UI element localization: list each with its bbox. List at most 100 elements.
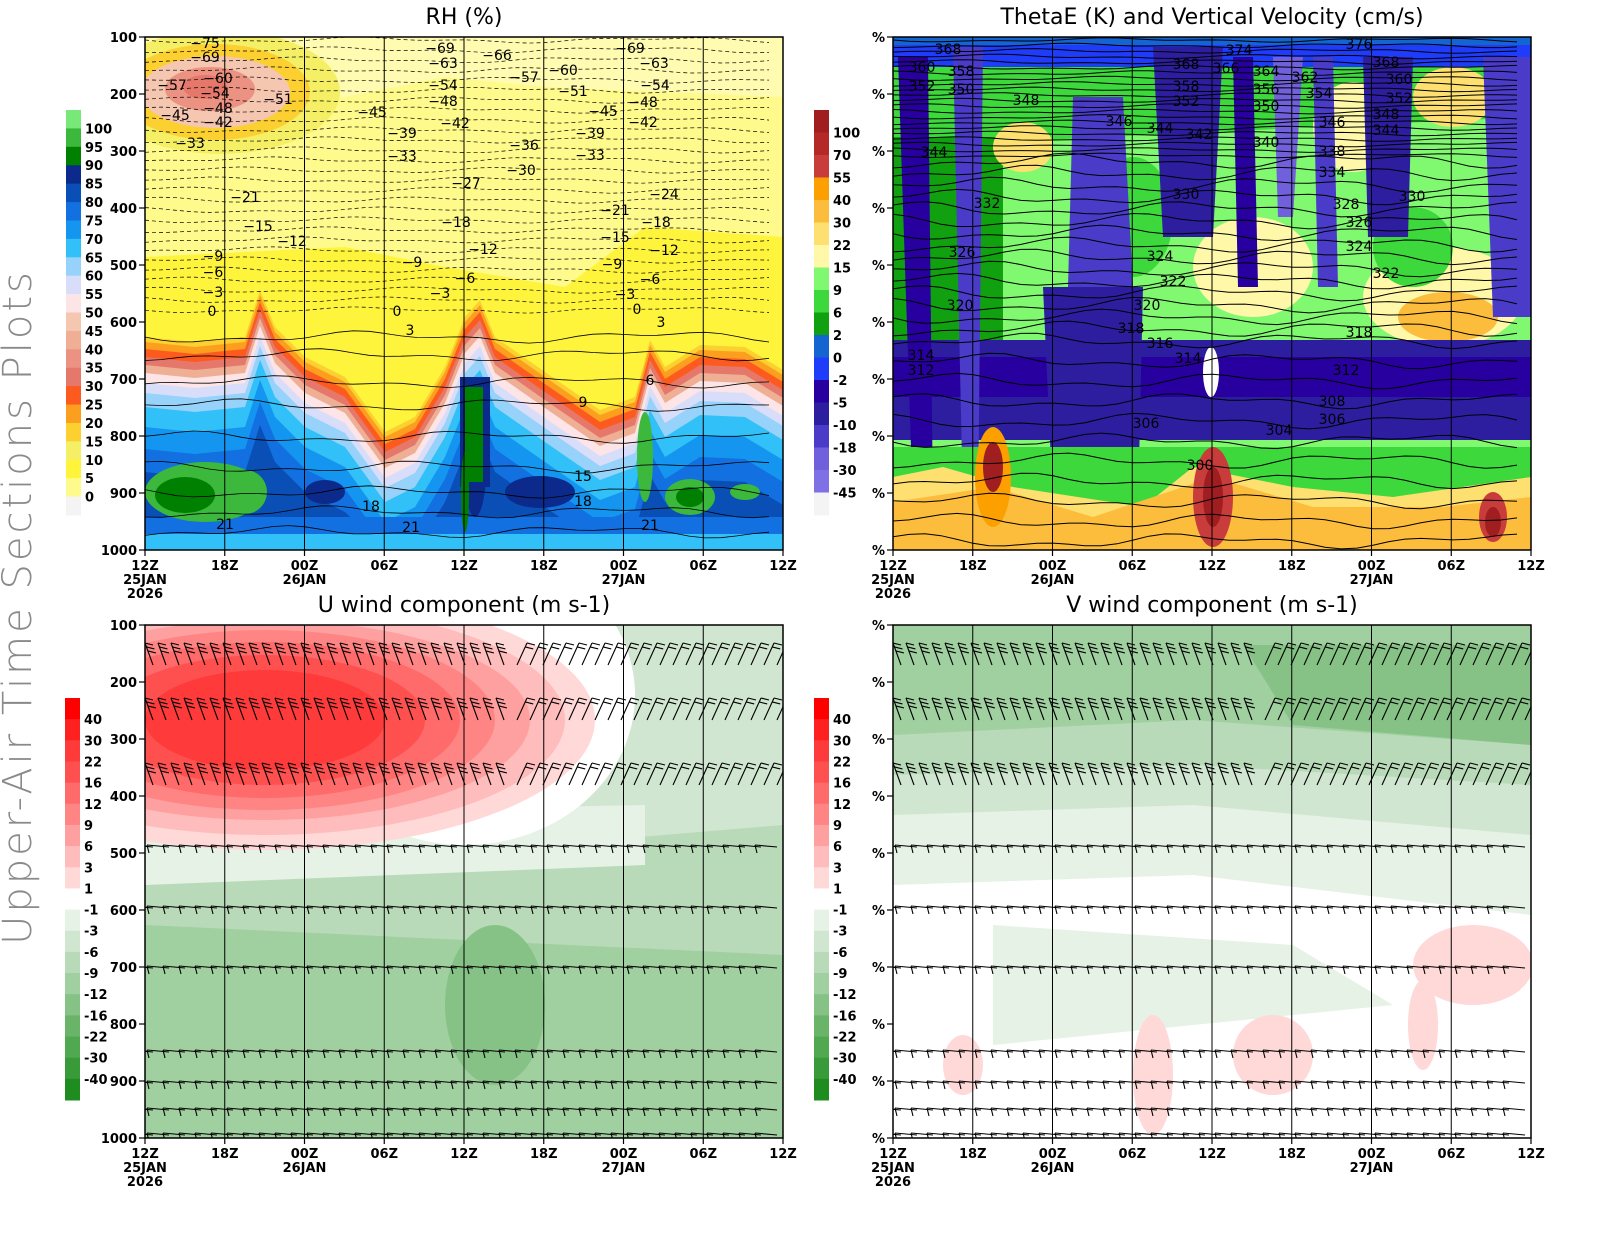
barb-feather — [933, 646, 942, 650]
contour-label: 368 — [1173, 57, 1200, 73]
wind-barb — [1182, 1080, 1206, 1090]
wind-barb — [974, 905, 998, 915]
wind-barb — [404, 642, 417, 666]
barb-feather — [313, 762, 323, 766]
barb-feather — [235, 642, 245, 646]
contour-label: 9 — [579, 395, 588, 411]
barb-feather — [185, 701, 194, 705]
barb-feather — [658, 905, 662, 915]
wind-barb — [1262, 1049, 1286, 1059]
wind-barb — [990, 1080, 1014, 1090]
barb-feather — [1438, 844, 1442, 854]
barb-staff — [958, 965, 982, 969]
wind-barb — [674, 1080, 698, 1090]
barb-feather — [1325, 646, 1334, 650]
barb-feather — [1116, 705, 1126, 709]
barb-staff — [1454, 905, 1478, 909]
x-date-label: 25JAN — [871, 573, 915, 588]
barb-staff — [990, 1080, 1014, 1084]
barb-feather — [958, 1049, 962, 1059]
barb-feather — [759, 701, 768, 705]
barb-feather — [1061, 697, 1071, 701]
colorbar-label: 12 — [833, 798, 851, 813]
barb-staff — [983, 762, 993, 786]
barb-feather — [747, 697, 757, 701]
wind-barb — [1102, 1132, 1126, 1138]
colorbar-swatch — [814, 719, 829, 741]
barb-feather — [146, 1107, 150, 1117]
wind-barb — [145, 845, 154, 848]
barb-staff — [1139, 697, 1149, 721]
wind-barb — [607, 697, 627, 721]
barb-feather — [1468, 646, 1477, 650]
barb-feather — [1391, 697, 1401, 701]
barb-feather — [1214, 965, 1218, 975]
wind-barb — [942, 1132, 966, 1138]
wind-barb — [1178, 697, 1191, 721]
wind-barb — [1246, 1049, 1270, 1059]
barb-feather — [146, 844, 150, 854]
barb-staff — [258, 844, 282, 848]
barb-feather — [1390, 1049, 1394, 1059]
contour-fill — [145, 670, 385, 770]
barb-feather — [433, 650, 443, 654]
barb-feather — [146, 766, 155, 770]
barb-staff — [495, 642, 505, 666]
wind-barb — [1486, 844, 1510, 854]
barb-feather — [289, 766, 298, 770]
barb-feather — [402, 1049, 406, 1059]
barb-staff — [926, 844, 950, 848]
wind-barb — [450, 1080, 474, 1090]
wind-barb — [162, 1132, 186, 1138]
wind-barb — [1022, 1132, 1046, 1138]
barb-feather — [1243, 697, 1253, 701]
wind-barb — [258, 1080, 282, 1090]
barb-staff — [1150, 1049, 1174, 1053]
barb-feather — [1390, 1080, 1394, 1090]
barb-feather — [604, 697, 614, 701]
contour-label: 334 — [1319, 165, 1346, 181]
wind-barb — [157, 697, 170, 721]
contour-label: −42 — [628, 115, 658, 131]
wind-barb — [516, 697, 536, 721]
barb-feather — [354, 766, 363, 770]
barb-feather — [419, 766, 428, 770]
y-tick-label: % — [872, 430, 885, 445]
barb-feather — [445, 766, 454, 770]
wind-barb — [690, 1080, 714, 1090]
wind-barb — [1102, 1080, 1126, 1090]
barb-feather — [1422, 1132, 1425, 1138]
barb-feather — [315, 766, 324, 770]
wind-barb — [482, 905, 506, 915]
barb-feather — [434, 844, 438, 854]
barb-staff — [162, 965, 186, 969]
barb-feather — [1374, 1132, 1377, 1138]
axes-1: %%%%%%%%%%12Z 18Z 00Z 06Z 12Z 18Z 00Z 06Z 12Z25J… — [871, 31, 1545, 602]
barb-feather — [238, 770, 248, 774]
barb-feather — [418, 844, 422, 854]
wind-barb — [1191, 642, 1204, 666]
wind-barb — [1074, 642, 1087, 666]
wind-barb — [738, 1107, 762, 1117]
barb-feather — [708, 762, 718, 766]
barb-feather — [1006, 1132, 1009, 1138]
contour-label: −57 — [157, 78, 187, 94]
barb-staff — [658, 1049, 682, 1053]
contour-label: −51 — [558, 84, 588, 100]
wind-barb — [918, 762, 931, 786]
barb-staff — [1006, 905, 1030, 909]
colorbar-swatch — [814, 447, 829, 471]
barb-staff — [1470, 844, 1494, 848]
barb-feather — [368, 650, 378, 654]
colorbar-swatch — [66, 367, 81, 387]
barb-feather — [420, 705, 430, 709]
x-tick-label: 12Z — [769, 559, 797, 574]
barb-feather — [656, 642, 666, 646]
barb-feather — [1262, 1049, 1266, 1059]
barb-feather — [1342, 1132, 1345, 1138]
barb-staff — [1438, 844, 1462, 848]
barb-feather — [990, 1132, 993, 1138]
barb-staff — [578, 844, 602, 848]
barb-feather — [1533, 647, 1541, 649]
contour-label: −6 — [640, 272, 661, 288]
